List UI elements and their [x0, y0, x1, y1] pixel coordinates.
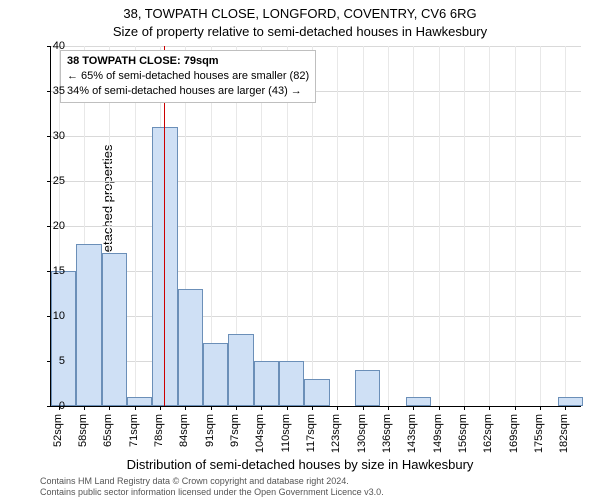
attribution: Contains HM Land Registry data © Crown c…: [40, 476, 384, 499]
x-tick-label: 78sqm: [153, 414, 165, 447]
x-tick-mark: [413, 406, 414, 410]
grid-line-h: [51, 181, 581, 182]
histogram-bar: [406, 397, 431, 406]
x-tick-mark: [388, 406, 389, 410]
property-size-histogram: 38, TOWPATH CLOSE, LONGFORD, COVENTRY, C…: [0, 0, 600, 500]
y-tick-label: 20: [35, 220, 65, 232]
grid-line-v: [540, 46, 541, 406]
x-tick-label: 58sqm: [77, 414, 89, 447]
y-tick-label: 40: [35, 40, 65, 52]
y-tick-label: 5: [35, 355, 65, 367]
x-tick-label: 149sqm: [432, 414, 444, 453]
x-tick-label: 91sqm: [204, 414, 216, 447]
x-tick-mark: [439, 406, 440, 410]
histogram-bar: [355, 370, 380, 406]
grid-line-v: [439, 46, 440, 406]
attribution-line1: Contains HM Land Registry data © Crown c…: [40, 476, 384, 487]
x-tick-label: 84sqm: [178, 414, 190, 447]
y-tick-label: 25: [35, 175, 65, 187]
grid-line-v: [565, 46, 566, 406]
histogram-bar: [51, 271, 76, 406]
grid-line-v: [388, 46, 389, 406]
info-box-line3: 34% of semi-detached houses are larger (…: [67, 84, 309, 99]
histogram-bar: [304, 379, 329, 406]
grid-line-h: [51, 271, 581, 272]
x-tick-label: 110sqm: [280, 414, 292, 452]
x-tick-label: 104sqm: [254, 414, 266, 453]
x-tick-label: 65sqm: [102, 414, 114, 447]
grid-line-v: [337, 46, 338, 406]
grid-line-h: [51, 361, 581, 362]
x-tick-mark: [84, 406, 85, 410]
y-tick-label: 30: [35, 130, 65, 142]
grid-line-h: [51, 136, 581, 137]
info-box-line1: 38 TOWPATH CLOSE: 79sqm: [67, 54, 309, 69]
info-box-line2: ← 65% of semi-detached houses are smalle…: [67, 69, 309, 84]
x-tick-label: 136sqm: [381, 414, 393, 453]
x-tick-label: 175sqm: [533, 414, 545, 453]
chart-title: 38, TOWPATH CLOSE, LONGFORD, COVENTRY, C…: [0, 6, 600, 21]
x-tick-mark: [135, 406, 136, 410]
histogram-bar: [178, 289, 203, 406]
histogram-bar: [76, 244, 101, 406]
x-tick-label: 117sqm: [305, 414, 317, 452]
x-tick-mark: [287, 406, 288, 410]
info-box: 38 TOWPATH CLOSE: 79sqm ← 65% of semi-de…: [60, 50, 316, 103]
y-tick-label: 10: [35, 310, 65, 322]
x-tick-mark: [236, 406, 237, 410]
grid-line-v: [515, 46, 516, 406]
histogram-bar: [203, 343, 228, 406]
y-tick-label: 15: [35, 265, 65, 277]
histogram-bar: [228, 334, 253, 406]
x-tick-label: 162sqm: [482, 414, 494, 453]
x-tick-label: 182sqm: [558, 414, 570, 453]
x-tick-label: 143sqm: [406, 414, 418, 453]
x-tick-mark: [363, 406, 364, 410]
y-tick-label: 0: [35, 400, 65, 412]
chart-subtitle: Size of property relative to semi-detach…: [0, 24, 600, 39]
x-tick-mark: [540, 406, 541, 410]
x-tick-label: 169sqm: [508, 414, 520, 453]
attribution-line2: Contains public sector information licen…: [40, 487, 384, 498]
histogram-bar: [254, 361, 279, 406]
grid-line-h: [51, 316, 581, 317]
grid-line-v: [489, 46, 490, 406]
histogram-bar: [102, 253, 127, 406]
x-tick-label: 130sqm: [356, 414, 368, 453]
x-tick-mark: [337, 406, 338, 410]
x-tick-mark: [515, 406, 516, 410]
x-tick-mark: [211, 406, 212, 410]
y-tick-label: 35: [35, 85, 65, 97]
x-tick-mark: [489, 406, 490, 410]
x-tick-mark: [160, 406, 161, 410]
histogram-bar: [127, 397, 152, 406]
x-tick-mark: [464, 406, 465, 410]
x-tick-mark: [185, 406, 186, 410]
x-tick-mark: [261, 406, 262, 410]
x-tick-mark: [109, 406, 110, 410]
x-tick-label: 156sqm: [457, 414, 469, 453]
grid-line-h: [51, 226, 581, 227]
x-axis-label: Distribution of semi-detached houses by …: [0, 457, 600, 472]
x-tick-label: 123sqm: [330, 414, 342, 453]
histogram-bar: [558, 397, 583, 406]
x-tick-label: 71sqm: [128, 414, 140, 447]
grid-line-v: [363, 46, 364, 406]
x-tick-label: 52sqm: [52, 414, 64, 447]
grid-line-v: [413, 46, 414, 406]
x-tick-mark: [312, 406, 313, 410]
grid-line-v: [464, 46, 465, 406]
x-tick-mark: [565, 406, 566, 410]
x-tick-label: 97sqm: [229, 414, 241, 447]
grid-line-h: [51, 46, 581, 47]
histogram-bar: [279, 361, 304, 406]
